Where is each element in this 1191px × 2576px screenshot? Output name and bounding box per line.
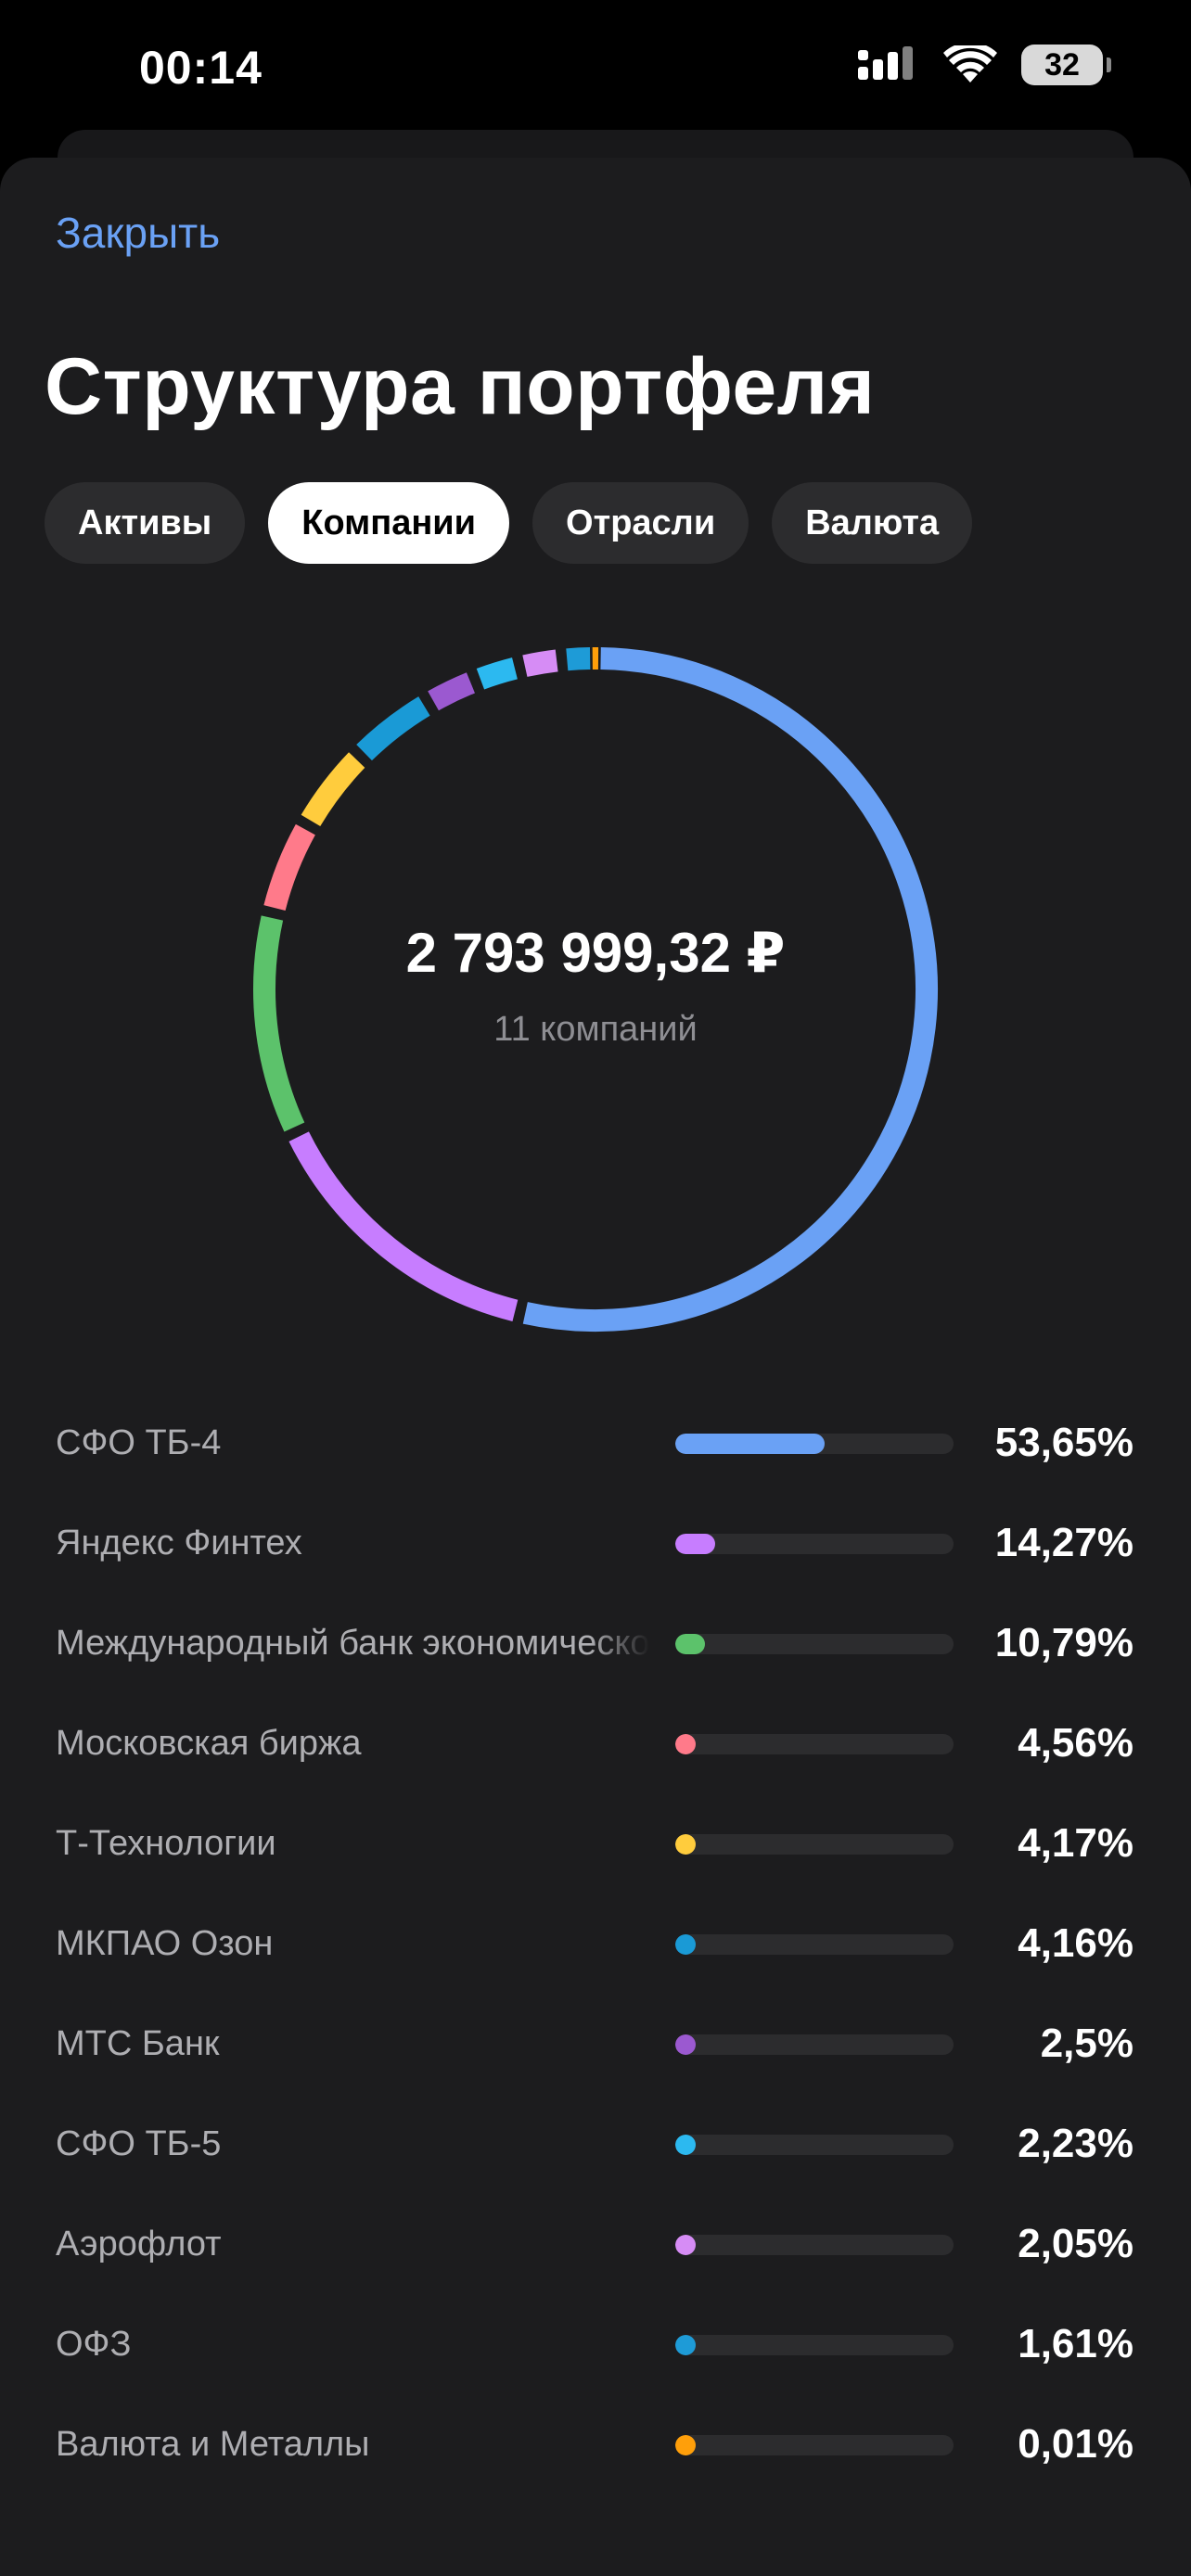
company-name: Аэрофлот [56,2225,222,2264]
donut-segment [253,915,305,1132]
company-name: МТС Банк [56,2024,220,2063]
share-percent: 4,16% [1018,1920,1133,1966]
share-bar-track [675,2034,954,2055]
company-name: МКПАО Озон [56,1924,274,1963]
cellular-signal-icon [858,46,913,80]
company-row[interactable]: Яндекс Финтех 14,27% [0,1506,1191,1580]
status-time: 00:14 [139,42,263,94]
donut-segment [566,647,591,671]
share-bar-track [675,2335,954,2355]
status-icons: 32 [858,45,1111,85]
companies-count: 11 компаний [493,1009,698,1049]
tab-industries[interactable]: Отрасли [532,482,749,564]
structure-tabs: Активы Компании Отрасли Валюта [45,482,973,564]
share-bar [675,2034,696,2055]
share-bar-track [675,1934,954,1955]
company-name: Московская биржа [56,1724,362,1763]
company-row[interactable]: МКПАО Озон 4,16% [0,1906,1191,1981]
share-percent: 10,79% [994,1620,1133,1665]
share-bar [675,1434,825,1454]
share-percent: 53,65% [994,1420,1133,1465]
company-row[interactable]: Т-Технологии 4,17% [0,1806,1191,1881]
company-name: Международный банк экономического сотруд… [56,1624,649,1663]
status-bar: 00:14 32 [0,0,1191,139]
company-row[interactable]: СФО ТБ-5 2,23% [0,2107,1191,2181]
share-percent: 2,05% [1018,2221,1133,2266]
company-name: Валюта и Металлы [56,2425,370,2464]
page-title: Структура портфеля [45,342,876,431]
company-row[interactable]: Валюта и Металлы 0,01% [0,2407,1191,2481]
share-bar [675,1734,696,1754]
share-bar-track [675,2135,954,2155]
donut-segment [428,672,476,711]
company-row[interactable]: МТС Банк 2,5% [0,2007,1191,2081]
donut-segment [288,1131,519,1321]
portfolio-total: 2 793 999,32 ₽ [405,921,786,984]
share-percent: 2,23% [1018,2121,1133,2166]
share-bar-track [675,2435,954,2455]
company-row[interactable]: Аэрофлот 2,05% [0,2207,1191,2281]
share-bar [675,2235,696,2255]
close-button[interactable]: Закрыть [56,209,221,257]
share-bar [675,1534,715,1554]
company-name: ОФЗ [56,2325,132,2364]
donut-segment [476,657,519,690]
donut-center: 2 793 999,32 ₽ 11 компаний [252,646,939,1333]
share-percent: 4,17% [1018,1820,1133,1866]
share-bar-track [675,2235,954,2255]
donut-segment [522,647,938,1332]
share-bar-track [675,1534,954,1554]
share-bar-track [675,1634,954,1654]
share-percent: 1,61% [1018,2321,1133,2366]
company-name: СФО ТБ-4 [56,1423,222,1462]
tab-companies[interactable]: Компании [268,482,510,564]
company-row[interactable]: ОФЗ 1,61% [0,2307,1191,2381]
wifi-icon [943,45,997,83]
battery-icon: 32 [1021,45,1111,85]
company-name: Т-Технологии [56,1824,276,1863]
tab-assets[interactable]: Активы [45,482,246,564]
share-percent: 0,01% [1018,2421,1133,2467]
donut-segment [356,696,430,761]
company-row[interactable]: СФО ТБ-4 53,65% [0,1406,1191,1480]
donut-chart-svg [253,647,938,1332]
share-bar-track [675,1434,954,1454]
donut-segment [263,823,315,912]
share-bar [675,1634,706,1654]
share-percent: 4,56% [1018,1720,1133,1766]
share-bar-track [675,1834,954,1855]
share-bar [675,1834,696,1855]
share-bar [675,2135,696,2155]
company-name: СФО ТБ-5 [56,2124,222,2163]
share-bar [675,2435,696,2455]
company-row[interactable]: Московская биржа 4,56% [0,1706,1191,1780]
share-bar-track [675,1734,954,1754]
share-percent: 2,5% [1040,2021,1133,2066]
donut-segment [301,752,365,827]
company-row[interactable]: Международный банк экономического сотруд… [0,1606,1191,1680]
share-bar [675,2335,696,2355]
share-bar [675,1934,696,1955]
share-percent: 14,27% [994,1520,1133,1565]
donut-segment [522,649,558,677]
donut-chart: 2 793 999,32 ₽ 11 компаний [252,646,939,1333]
tab-currency[interactable]: Валюта [772,482,973,564]
company-name: Яндекс Финтех [56,1524,302,1562]
